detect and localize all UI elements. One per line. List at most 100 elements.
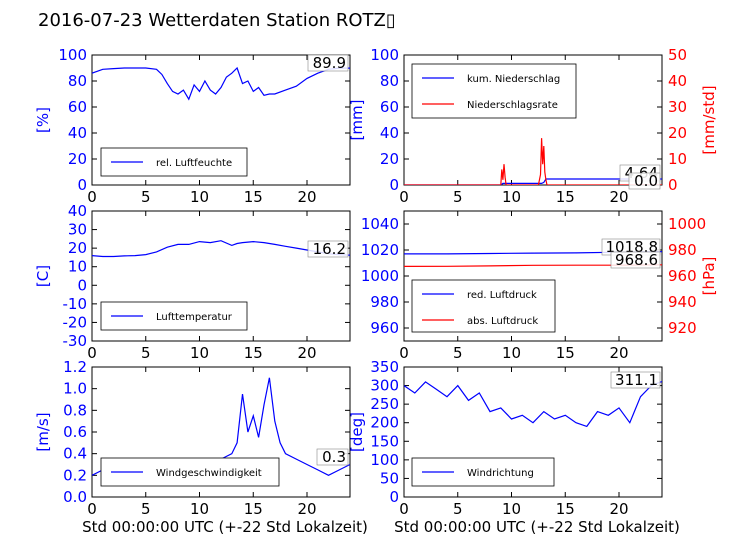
x-tick-label: 10 — [502, 188, 521, 206]
series-line-1 — [404, 138, 662, 185]
y-tick-label: 980 — [370, 293, 399, 311]
y2-tick-label: 960 — [668, 267, 697, 285]
y-tick-label: 0 — [389, 176, 399, 194]
value-label: 0.0 — [634, 172, 658, 190]
y-tick-label: 40 — [380, 124, 399, 142]
y-axis-label: [mm] — [348, 100, 366, 141]
y-tick-label: 0.0 — [63, 488, 87, 506]
x-tick-label: 20 — [609, 500, 628, 518]
x-tick-label: 0 — [399, 500, 409, 518]
figure-title: 2016-07-23 Wetterdaten Station ROTZ▯ — [38, 10, 396, 31]
legend-entry-0: red. Luftdruck — [467, 290, 537, 301]
legend-winddir: Windrichtung — [411, 457, 555, 487]
x-tick-label: 15 — [244, 188, 263, 206]
x-tick-label: 15 — [556, 188, 575, 206]
value-box — [628, 172, 661, 190]
panel-precip: 0 5 10 15 20 0 20 40 60 80 100 0 10 20 30 40 50 [mm/std] [… — [348, 46, 718, 206]
value-box — [610, 371, 661, 389]
legend-pressure: red. Luftdruck abs. Luftdruck — [411, 279, 556, 333]
y-tick-label: 80 — [380, 72, 399, 90]
y2-tick-label: 1000 — [668, 215, 706, 233]
x-tick-label: 10 — [502, 344, 521, 362]
y-tick-label: 200 — [370, 414, 399, 432]
x-tick-label: 5 — [453, 188, 463, 206]
y-tick-label: 300 — [370, 377, 399, 395]
x-tick-label: 5 — [141, 344, 151, 362]
legend-temperature: Lufttemperatur — [100, 301, 248, 331]
value-label: 89.9 — [313, 54, 346, 72]
legend-entry-0: Lufttemperatur — [156, 312, 233, 323]
y-tick-label: -30 — [63, 332, 88, 350]
value-label: 16.2 — [313, 240, 346, 258]
y-tick-label: -10 — [63, 295, 88, 313]
y-axis-label: [deg] — [348, 412, 366, 452]
value-label: 1018.8 — [606, 238, 659, 256]
panel-windspeed: 0 5 10 15 20 0.0 0.2 0.4 0.6 0.8 1.0 1.2 [m/s] Std 00… — [34, 358, 368, 536]
panel-temperature: 0 5 10 15 20-30-20-10010203040[C]Lufttempera… — [34, 202, 351, 362]
x-tick-label: 20 — [609, 188, 628, 206]
x-tick-label: 15 — [244, 344, 263, 362]
value-box — [307, 54, 349, 72]
legend-entry-1: Niederschlagsrate — [467, 100, 558, 111]
y-tick-label: 20 — [68, 150, 87, 168]
value-box — [610, 251, 661, 269]
x-tick-label: 10 — [190, 188, 209, 206]
y2-tick-label: 20 — [668, 124, 687, 142]
value-box — [307, 240, 349, 258]
x-tick-label: 20 — [609, 344, 628, 362]
y-tick-label: 50 — [380, 469, 399, 487]
legend-entry-1: abs. Luftdruck — [467, 316, 538, 327]
y-axis-label: [m/s] — [34, 412, 52, 451]
value-label: 311.1 — [615, 371, 658, 389]
x-tick-label: 0 — [399, 344, 409, 362]
y-tick-label: 250 — [370, 395, 399, 413]
x-axis-label: Std 00:00:00 UTC (+-22 Std Lokalzeit) — [394, 518, 680, 536]
x-tick-label: 10 — [190, 344, 209, 362]
y-axis-label: [%] — [34, 107, 52, 133]
x-tick-label: 20 — [297, 344, 316, 362]
y-tick-label: 80 — [68, 72, 87, 90]
y-tick-label: 0.2 — [63, 466, 87, 484]
y-tick-label: 60 — [68, 98, 87, 116]
y-tick-label: 1040 — [361, 215, 399, 233]
x-axis-label: Std 00:00:00 UTC (+-22 Std Lokalzeit) — [82, 518, 368, 536]
y-tick-label: 20 — [380, 150, 399, 168]
y-tick-label: 960 — [370, 319, 399, 337]
legend-entry-0: kum. Niederschlag — [467, 74, 560, 85]
y2-tick-label: 920 — [668, 319, 697, 337]
x-tick-label: 0 — [399, 188, 409, 206]
y2-tick-label: 40 — [668, 72, 687, 90]
x-tick-label: 10 — [190, 500, 209, 518]
y-tick-label: -20 — [63, 313, 88, 331]
y2-tick-label: 0 — [668, 176, 678, 194]
y-tick-label: 1020 — [361, 241, 399, 259]
legend-box — [411, 63, 577, 119]
x-tick-label: 15 — [556, 344, 575, 362]
y2-tick-label: 10 — [668, 150, 687, 168]
x-tick-label: 5 — [453, 344, 463, 362]
x-tick-label: 15 — [244, 500, 263, 518]
x-tick-label: 20 — [297, 188, 316, 206]
panel-humidity: 0 5 10 15 20 0 20 40 60 80 100 [%] rel. Luftfeuchte 8… — [34, 46, 351, 206]
legend-windspeed: Windgeschwindigkeit — [100, 457, 280, 487]
figure-title-text: 2016-07-23 Wetterdaten Station ROTZ — [38, 10, 386, 31]
legend-humidity: rel. Luftfeuchte — [100, 147, 248, 177]
x-tick-label: 10 — [502, 500, 521, 518]
x-tick-label: 0 — [87, 344, 97, 362]
axes-frame — [91, 54, 351, 186]
y-tick-label: 0.4 — [63, 445, 87, 463]
panel-pressure: 0 5 10 15 20 960 980 1000 1020 1040 920 940 960 980 10… — [361, 210, 718, 362]
legend-precip: kum. Niederschlag Niederschlagsrate — [411, 63, 577, 119]
y-tick-label: 0.8 — [63, 401, 87, 419]
figure-title-glyph: ▯ — [385, 10, 396, 31]
y-tick-label: 0.6 — [63, 423, 87, 441]
series-line-0 — [404, 380, 662, 428]
y-tick-label: 0 — [77, 276, 87, 294]
y-tick-label: 40 — [68, 202, 87, 220]
x-tick-label: 20 — [297, 500, 316, 518]
axes-frame — [403, 366, 663, 498]
x-tick-label: 5 — [141, 500, 151, 518]
y-tick-label: 10 — [68, 258, 87, 276]
